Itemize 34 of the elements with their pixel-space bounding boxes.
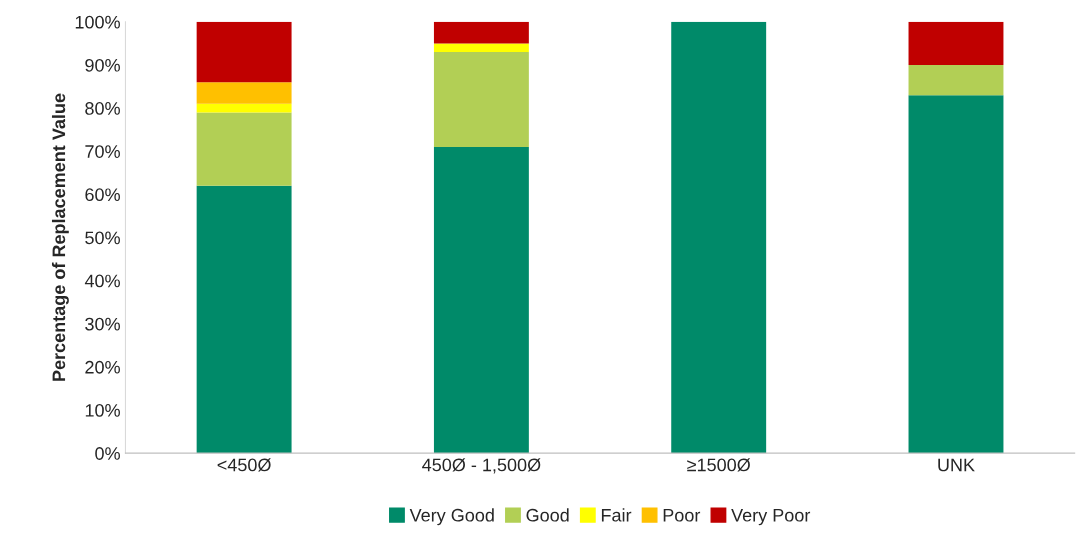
y-tick-label: 0% [95,447,120,460]
bar [196,82,292,104]
x-tick-label: ≥1500Ø [687,458,751,472]
bar [196,112,292,186]
bar [908,21,1004,65]
bar [908,64,1004,96]
legend-label: Very Good [409,508,494,526]
x-tick-label: <450Ø [217,458,271,472]
legend-label: Good [526,508,569,522]
y-tick-label: 40% [84,274,120,288]
y-axis-title: Percentage of Replacement Value [51,93,69,381]
bar [433,43,529,53]
y-tick-label: 60% [85,188,120,202]
bar [196,185,292,454]
y-tick-label: 50% [85,231,120,245]
bar [433,146,529,454]
y-tick-label: 90% [85,58,120,72]
y-tick-label: 20% [85,360,120,374]
y-tick-label: 100% [75,15,120,29]
x-tick-label: 450Ø - 1,500Ø [422,458,541,474]
x-tick-label: UNK [938,458,975,472]
y-tick-label: 10% [85,403,120,417]
legend-label: Very Poor [731,509,811,526]
legend-label: Fair [601,508,632,522]
y-tick-label: 30% [85,317,120,331]
legend-label: Poor [663,509,701,522]
y-tick-label: 80% [85,102,120,115]
bar [433,21,529,44]
bar [908,95,1004,454]
bar [196,21,292,83]
bar [433,52,529,147]
bar [671,21,767,454]
y-tick-label: 70% [85,145,120,158]
bar [196,103,292,113]
